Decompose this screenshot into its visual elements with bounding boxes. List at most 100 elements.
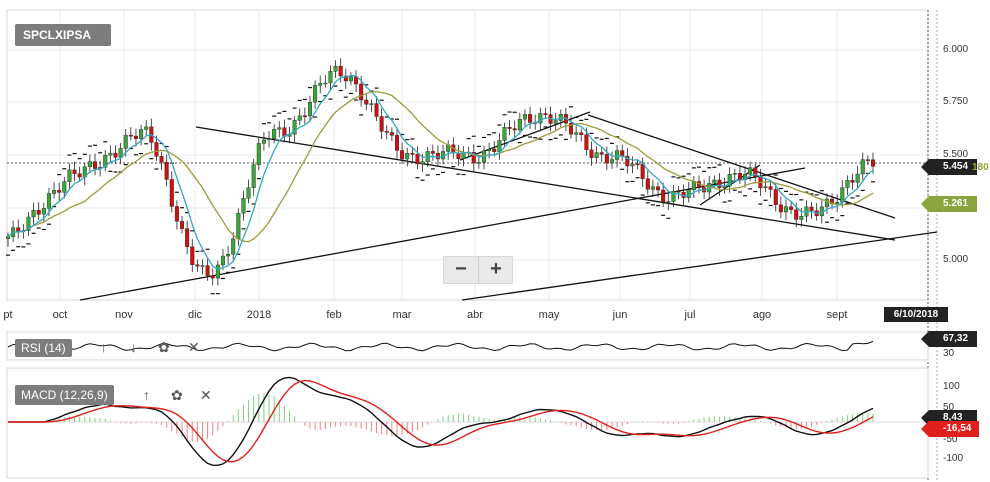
candle-up xyxy=(5,236,10,239)
close-icon[interactable]: ✕ xyxy=(188,339,200,355)
candle-down xyxy=(528,114,533,123)
candle-down xyxy=(773,189,778,205)
candle-up xyxy=(241,198,246,214)
candle-down xyxy=(768,186,773,190)
rsi-label[interactable]: RSI (14) xyxy=(15,339,72,357)
ma-price-badge: 5.261 xyxy=(921,196,977,212)
candle-down xyxy=(374,103,379,117)
month-label: 2018 xyxy=(246,309,272,321)
candle-down xyxy=(389,132,394,136)
candle-up xyxy=(26,216,31,231)
macd-label[interactable]: MACD (12,26,9) xyxy=(15,385,114,405)
candle-up xyxy=(855,173,860,183)
candle-down xyxy=(778,204,783,213)
gear-icon[interactable]: ✿ xyxy=(158,339,170,355)
month-label: abr xyxy=(467,309,483,321)
candle-down xyxy=(379,116,384,132)
candle-down xyxy=(850,180,855,183)
candle-up xyxy=(799,215,804,220)
candle-up xyxy=(277,127,282,130)
month-label: mar xyxy=(392,309,412,321)
macd-tick: 100 xyxy=(943,381,960,392)
candle-up xyxy=(553,120,558,124)
candle-down xyxy=(865,159,870,161)
candle-up xyxy=(502,126,507,141)
candle-up xyxy=(487,148,492,152)
month-label: oct xyxy=(52,309,68,321)
rsi-level-label: 30 xyxy=(943,348,955,359)
candle-up xyxy=(108,152,113,156)
last-price-badge: 5.454 xyxy=(921,159,977,175)
candle-up xyxy=(840,187,845,203)
candle-up xyxy=(333,65,338,72)
symbol-tag[interactable]: SPCLXIPSA xyxy=(15,24,111,46)
candle-up xyxy=(686,189,691,198)
candle-down xyxy=(789,206,794,210)
candle-down xyxy=(604,154,609,164)
candle-up xyxy=(538,113,543,124)
candle-up xyxy=(845,180,850,188)
candle-up xyxy=(732,173,737,175)
candle-down xyxy=(599,152,604,155)
zoom-out-button[interactable]: − xyxy=(455,258,467,280)
candle-up xyxy=(835,202,840,205)
month-label: jun xyxy=(612,309,628,321)
candle-up xyxy=(318,83,323,86)
candle-up xyxy=(87,161,92,168)
zoom-controls: − + xyxy=(443,256,513,284)
candle-down xyxy=(57,190,62,193)
macd-panel xyxy=(6,367,929,479)
candle-up xyxy=(67,169,72,182)
price-tick: 5.750 xyxy=(943,96,969,107)
move-up-icon[interactable]: ↑ xyxy=(100,339,107,355)
candle-up xyxy=(824,198,829,208)
candle-down xyxy=(364,99,369,105)
price-tick: 6.000 xyxy=(943,44,969,55)
candle-down xyxy=(164,161,169,180)
candle-down xyxy=(185,228,190,247)
candle-up xyxy=(712,179,717,184)
gear-icon[interactable]: ✿ xyxy=(171,387,183,403)
candle-down xyxy=(512,128,517,131)
candle-down xyxy=(384,131,389,133)
candle-up xyxy=(522,114,527,120)
signal-line xyxy=(8,379,874,463)
move-down-icon[interactable]: ↓ xyxy=(130,339,137,355)
candle-down xyxy=(128,134,133,137)
candle-up xyxy=(558,114,563,121)
candle-down xyxy=(338,65,343,77)
move-up-icon[interactable]: ↑ xyxy=(143,387,150,403)
candle-down xyxy=(640,163,645,179)
candle-down xyxy=(174,206,179,222)
candle-down xyxy=(359,83,364,101)
candle-up xyxy=(226,253,231,257)
candle-down xyxy=(302,115,307,117)
candle-up xyxy=(292,120,297,135)
candle-down xyxy=(36,209,41,215)
candle-down xyxy=(415,153,420,165)
candle-up xyxy=(297,115,302,121)
candle-down xyxy=(656,186,661,191)
candle-up xyxy=(369,103,374,105)
ma-fast-line xyxy=(7,75,874,270)
candle-up xyxy=(594,152,599,158)
candle-up xyxy=(313,85,318,103)
candle-up xyxy=(615,150,620,160)
candle-up xyxy=(246,187,251,199)
candle-down xyxy=(180,221,185,229)
zoom-in-button[interactable]: + xyxy=(478,257,513,283)
month-label: dic xyxy=(187,309,203,321)
candle-down xyxy=(507,126,512,129)
candle-up xyxy=(348,76,353,82)
candle-up xyxy=(46,193,51,209)
close-icon[interactable]: ✕ xyxy=(200,387,212,403)
candle-down xyxy=(753,167,758,178)
candle-down xyxy=(190,246,195,265)
last-price-suffix: 180 xyxy=(972,162,989,173)
candle-up xyxy=(609,159,614,164)
candle-up xyxy=(251,164,256,188)
candle-down xyxy=(435,153,440,160)
candle-up xyxy=(517,119,522,131)
candle-down xyxy=(133,135,138,139)
